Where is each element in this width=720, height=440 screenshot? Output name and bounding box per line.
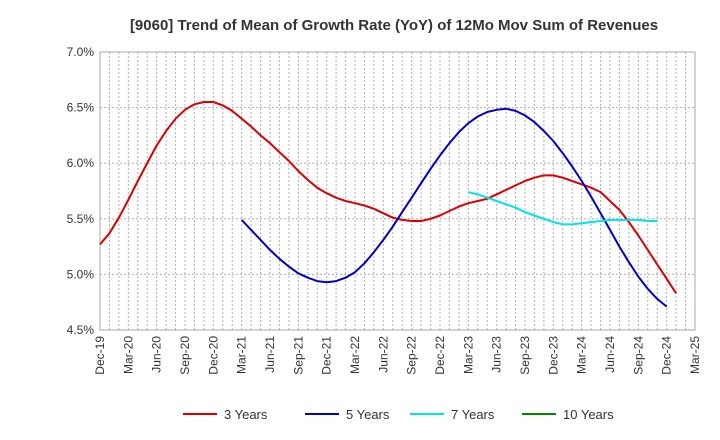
x-tick-label: Jun-20	[150, 336, 164, 373]
plot-frame	[99, 51, 696, 331]
x-tick-label: Mar-21	[235, 336, 249, 374]
series-line-5-years	[240, 107, 668, 308]
x-tick-label: Dec-20	[206, 336, 220, 375]
legend: 3 Years 5 Years 7 Years 10 Years	[183, 407, 614, 422]
x-tick-label: Sep-23	[518, 336, 532, 375]
x-tick-label: Jun-22	[376, 336, 390, 373]
x-tick-label: Mar-25	[688, 336, 702, 374]
y-tick-label: 7.0%	[67, 45, 95, 59]
legend-label: 3 Years	[224, 407, 268, 422]
y-tick-label: 5.0%	[67, 267, 95, 281]
series-line-7-years	[468, 191, 658, 226]
y-tick-label: 6.0%	[67, 156, 95, 170]
x-tick-label: Dec-19	[93, 336, 107, 375]
legend-label: 5 Years	[346, 407, 390, 422]
x-tick-label: Dec-24	[660, 336, 674, 375]
y-tick-label: 4.5%	[67, 323, 95, 337]
x-tick-label: Dec-21	[320, 336, 334, 375]
x-tick-label: Mar-20	[121, 336, 135, 374]
x-tick-label: Dec-22	[433, 336, 447, 375]
x-tick-label: Mar-22	[348, 336, 362, 374]
series-line-3-years	[99, 101, 677, 294]
series-group	[99, 101, 677, 308]
legend-label: 10 Years	[563, 407, 614, 422]
x-tick-label: Sep-24	[631, 336, 645, 375]
x-tick-label: Jun-24	[603, 336, 617, 373]
x-tick-label: Sep-22	[405, 336, 419, 375]
grid	[100, 52, 695, 330]
y-tick-label: 6.5%	[67, 101, 95, 115]
x-tick-label: Mar-23	[461, 336, 475, 374]
y-tick-label: 5.5%	[67, 212, 95, 226]
x-tick-label: Mar-24	[575, 336, 589, 374]
y-axis: 4.5% 5.0% 5.5% 6.0% 6.5% 7.0%	[67, 45, 95, 337]
x-tick-label: Jun-21	[263, 336, 277, 373]
legend-label: 7 Years	[451, 407, 495, 422]
x-tick-label: Sep-20	[178, 336, 192, 375]
chart-title: [9060] Trend of Mean of Growth Rate (YoY…	[130, 17, 658, 34]
x-axis: Dec-19 Mar-20 Jun-20 Sep-20 Dec-20 Mar-21 Jun-…	[93, 336, 702, 375]
x-tick-label: Jun-23	[490, 336, 504, 373]
x-tick-label: Dec-23	[546, 336, 560, 375]
x-tick-label: Sep-21	[291, 336, 305, 375]
